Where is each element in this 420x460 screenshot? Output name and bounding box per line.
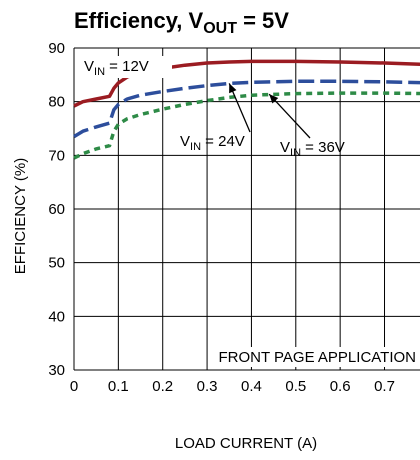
series-label-1: VIN = 24V [180,133,245,153]
label-arrow-head [269,94,279,104]
grid [73,47,420,371]
y-tick-label: 90 [48,40,65,57]
chart-title-prefix: Efficiency, V [74,8,204,33]
x-tick-label: 0.7 [374,378,395,395]
chart-title-subscript: OUT [203,20,237,37]
y-tick-label: 80 [48,94,65,111]
y-axis-label: EFFICIENCY (%) [12,158,29,274]
tick-labels: 0 0.1 0.2 0.3 0.4 0.5 0.6 0.7 30 40 50 60 70 80 90 [48,40,395,395]
label-arrows [228,83,311,139]
annotation-background [210,347,420,367]
x-tick-label: 0.5 [285,378,306,395]
annotation-label: FRONT PAGE APPLICATION [218,349,416,366]
series-label-0: VIN = 12V [84,58,149,78]
series-label-2: VIN = 36V [280,139,345,159]
label-arrow-line [268,93,311,139]
x-tick-label: 0.2 [152,378,173,395]
series-line-2 [73,91,420,160]
x-tick-label: 0 [70,378,78,395]
x-tick-label: 0.3 [197,378,218,395]
series-label-background [80,56,172,78]
series-line-1 [73,79,420,139]
label-arrow-head [229,83,237,94]
x-tick-label: 0.6 [330,378,351,395]
series-labels: VIN = 12V VIN = 24V VIN = 36V [80,56,345,159]
chart-title-suffix: = 5V [237,8,289,33]
y-tick-label: 60 [48,201,65,218]
y-tick-label: 30 [48,362,65,379]
y-tick-label: 40 [48,308,65,325]
x-axis-label: LOAD CURRENT (A) [175,435,317,452]
y-tick-label: 70 [48,147,65,164]
x-tick-label: 0.1 [108,378,129,395]
y-tick-label: 50 [48,255,65,272]
x-tick-label: 0.4 [241,378,262,395]
chart-title: Efficiency, VOUT = 5V [74,8,289,37]
